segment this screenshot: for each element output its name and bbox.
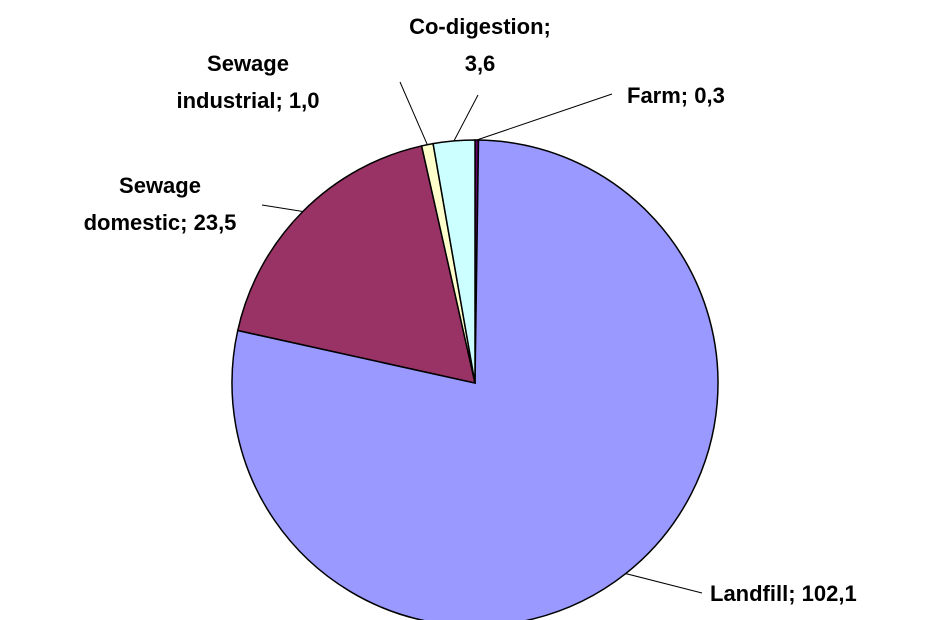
data-label: Sewage — [119, 173, 201, 198]
data-label: Co-digestion; — [409, 14, 551, 39]
leader-line — [625, 573, 703, 594]
data-label: Sewage — [207, 51, 289, 76]
leader-line — [453, 94, 479, 142]
data-label: industrial; 1,0 — [176, 88, 319, 113]
data-label: Landfill; 102,1 — [710, 581, 857, 606]
data-label: 3,6 — [465, 51, 496, 76]
leader-line — [261, 204, 303, 212]
leader-line — [399, 81, 428, 145]
data-label: domestic; 23,5 — [84, 210, 237, 235]
pie-slice — [231, 139, 719, 620]
leader-line — [476, 93, 613, 141]
data-label: Farm; 0,3 — [627, 83, 725, 108]
